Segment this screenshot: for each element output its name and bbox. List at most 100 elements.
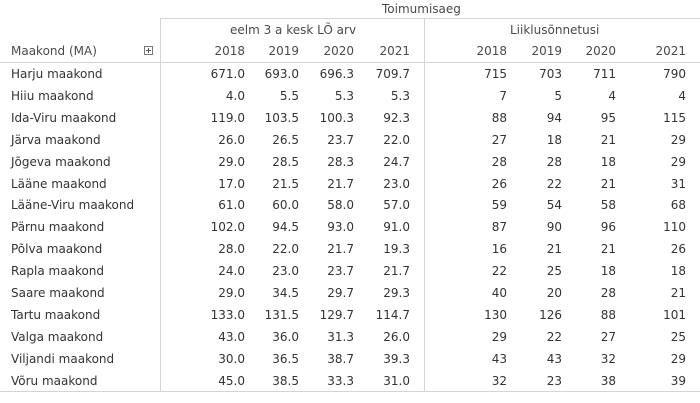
accidents-value-cell: 87 — [491, 220, 507, 235]
avg-value-cell: 5.5 — [279, 88, 299, 103]
accidents-value-cell: 101 — [663, 307, 686, 322]
avg-value-cell: 671.0 — [210, 67, 245, 81]
avg-value-cell: 709.7 — [375, 67, 410, 81]
accidents-value-cell: 43 — [491, 351, 507, 366]
table-row[interactable]: Rapla maakond 24.0 23.0 23.7 21.7 22 25 18 18 — [0, 260, 700, 282]
year-header[interactable]: 2020 — [585, 44, 616, 58]
table-row[interactable]: Lääne maakond 17.0 21.5 21.7 23.0 26 22 21 31 — [0, 173, 700, 195]
avg-value-cell: 100.3 — [319, 110, 354, 125]
table-row[interactable]: Jõgeva maakond 29.0 28.5 28.3 24.7 28 28 18 29 — [0, 151, 700, 173]
county-name: Hiiu maakond — [11, 88, 94, 103]
accidents-value-cell: 703 — [539, 67, 562, 81]
avg-value-cell: 36.5 — [272, 351, 299, 366]
group-header-accidents[interactable]: Liiklusõnnetusi — [510, 23, 600, 37]
divider-groups — [424, 18, 425, 391]
accidents-value-cell: 43 — [546, 351, 562, 366]
avg-value-cell: 114.7 — [375, 307, 410, 322]
county-name: Harju maakond — [11, 67, 103, 81]
accidents-value-cell: 126 — [539, 307, 562, 322]
year-header[interactable]: 2021 — [379, 44, 410, 58]
avg-value-cell: 26.0 — [218, 132, 245, 147]
year-header[interactable]: 2018 — [476, 44, 507, 58]
divider-top — [160, 18, 700, 19]
accidents-value-cell: 22 — [491, 264, 507, 279]
year-header[interactable]: 2019 — [268, 44, 299, 58]
table-row[interactable]: Võru maakond 45.0 38.5 33.3 31.0 32 23 38 39 — [0, 370, 700, 392]
county-name: Jõgeva maakond — [11, 154, 111, 169]
divider-bottom — [0, 391, 700, 392]
avg-value-cell: 31.3 — [327, 329, 354, 344]
avg-value-cell: 45.0 — [218, 373, 245, 388]
accidents-value-cell: 39 — [670, 373, 686, 388]
accidents-value-cell: 27 — [600, 329, 616, 344]
divider-row-header — [160, 18, 161, 391]
accidents-value-cell: 88 — [491, 110, 507, 125]
accidents-value-cell: 21 — [670, 286, 686, 300]
avg-value-cell: 102.0 — [210, 220, 245, 235]
avg-value-cell: 30.0 — [218, 351, 245, 366]
accidents-value-cell: 32 — [600, 351, 616, 366]
avg-value-cell: 28.0 — [218, 242, 245, 257]
accidents-value-cell: 115 — [663, 110, 686, 125]
accidents-value-cell: 96 — [600, 220, 616, 235]
avg-value-cell: 129.7 — [319, 307, 354, 322]
year-header[interactable]: 2018 — [214, 44, 245, 58]
accidents-value-cell: 4 — [678, 88, 686, 103]
avg-value-cell: 5.3 — [390, 88, 410, 103]
avg-value-cell: 26.5 — [272, 132, 299, 147]
row-header-county[interactable]: Maakond (MA) — [11, 44, 97, 58]
table-row[interactable]: Järva maakond 26.0 26.5 23.7 22.0 27 18 21 29 — [0, 129, 700, 151]
avg-value-cell: 31.0 — [383, 373, 410, 388]
year-header[interactable]: 2021 — [655, 44, 686, 58]
accidents-value-cell: 32 — [491, 373, 507, 388]
accidents-value-cell: 18 — [546, 132, 562, 147]
accidents-value-cell: 21 — [600, 132, 616, 147]
avg-value-cell: 33.3 — [327, 373, 354, 388]
accidents-value-cell: 4 — [608, 88, 616, 103]
table-row[interactable]: Valga maakond 43.0 36.0 31.3 26.0 29 22 27 25 — [0, 326, 700, 348]
table-row[interactable]: Viljandi maakond 30.0 36.5 38.7 39.3 43 43 32 29 — [0, 348, 700, 370]
accidents-value-cell: 110 — [663, 220, 686, 235]
table-row[interactable]: Harju maakond 671.0 693.0 696.3 709.7 715 703 7… — [0, 63, 700, 85]
avg-value-cell: 29.7 — [327, 286, 354, 300]
table-row[interactable]: Tartu maakond 133.0 131.5 129.7 114.7 130 126 8… — [0, 304, 700, 326]
divider-header-bottom — [0, 62, 700, 63]
column-header-toimumisaeg: Toimumisaeg — [382, 2, 461, 16]
accidents-value-cell: 22 — [546, 176, 562, 191]
avg-value-cell: 24.7 — [383, 154, 410, 169]
avg-value-cell: 21.7 — [327, 242, 354, 257]
avg-value-cell: 19.3 — [383, 242, 410, 257]
expand-plus-icon[interactable] — [144, 46, 153, 55]
accidents-value-cell: 58 — [600, 198, 616, 213]
avg-value-cell: 58.0 — [327, 198, 354, 213]
avg-value-cell: 21.7 — [383, 264, 410, 279]
avg-value-cell: 93.0 — [327, 220, 354, 235]
avg-value-cell: 26.0 — [383, 329, 410, 344]
county-name: Põlva maakond — [11, 242, 103, 257]
county-name: Valga maakond — [11, 329, 104, 344]
table-row[interactable]: Pärnu maakond 102.0 94.5 93.0 91.0 87 90 96 110 — [0, 216, 700, 238]
table-row[interactable]: Hiiu maakond 4.0 5.5 5.3 5.3 7 5 4 4 — [0, 85, 700, 107]
avg-value-cell: 94.5 — [272, 220, 299, 235]
table-row[interactable]: Ida-Viru maakond 119.0 103.5 100.3 92.3 88 94 9… — [0, 107, 700, 129]
accidents-value-cell: 711 — [593, 67, 616, 81]
county-name: Viljandi maakond — [11, 351, 115, 366]
avg-value-cell: 29.0 — [218, 286, 245, 300]
accidents-value-cell: 88 — [600, 307, 616, 322]
year-header[interactable]: 2020 — [323, 44, 354, 58]
table-row[interactable]: Saare maakond 29.0 34.5 29.7 29.3 40 20 28 21 — [0, 282, 700, 304]
table-row[interactable]: Lääne-Viru maakond 61.0 60.0 58.0 57.0 59 54 58… — [0, 194, 700, 216]
year-header[interactable]: 2019 — [531, 44, 562, 58]
accidents-value-cell: 31 — [670, 176, 686, 191]
avg-value-cell: 17.0 — [218, 176, 245, 191]
group-header-avg[interactable]: eelm 3 a kesk LÕ arv — [230, 23, 357, 37]
county-name: Võru maakond — [11, 373, 98, 388]
avg-value-cell: 38.5 — [272, 373, 299, 388]
avg-value-cell: 36.0 — [272, 329, 299, 344]
avg-value-cell: 133.0 — [210, 307, 245, 322]
accidents-value-cell: 130 — [484, 307, 507, 322]
avg-value-cell: 4.0 — [225, 88, 245, 103]
table-row[interactable]: Põlva maakond 28.0 22.0 21.7 19.3 16 21 21 26 — [0, 238, 700, 260]
accidents-value-cell: 26 — [670, 242, 686, 257]
